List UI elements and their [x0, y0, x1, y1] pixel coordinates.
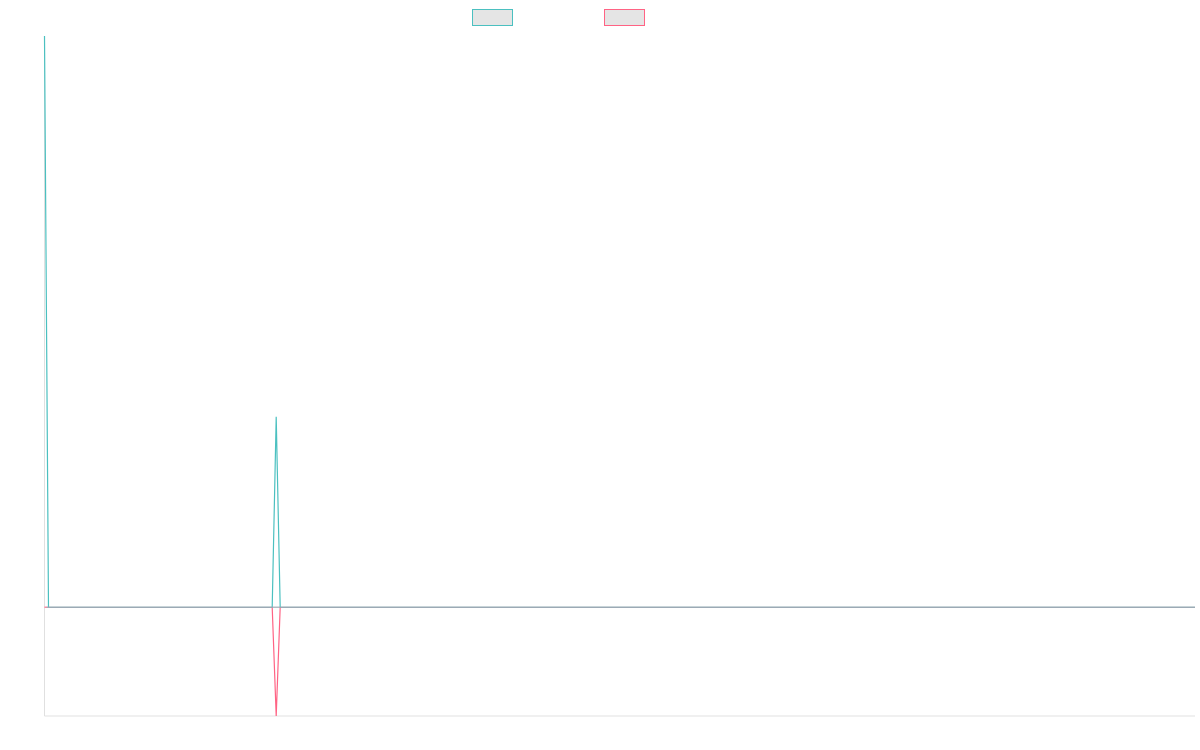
series-lines [43, 35, 1195, 717]
axes [44, 36, 1195, 717]
legend-swatch-series-a[interactable] [472, 9, 513, 26]
legend-swatch-series-b[interactable] [604, 9, 645, 26]
legend[interactable] [472, 9, 645, 26]
series-line-series-b [44, 606, 1195, 717]
series-line-series-a [43, 35, 1195, 608]
